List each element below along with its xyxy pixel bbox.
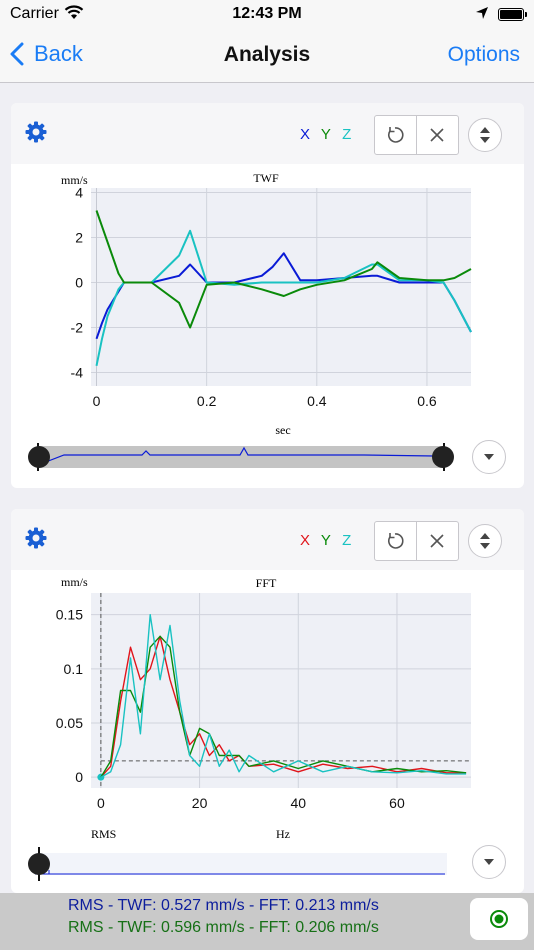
close-button[interactable] — [417, 522, 459, 560]
series-line-0 — [100, 635, 467, 778]
rms-summary-bar: RMS - TWF: 0.527 mm/s - FFT: 0.213 mm/s … — [0, 893, 534, 950]
chart-title: FFT — [256, 576, 277, 590]
range-start-handle[interactable] — [28, 446, 50, 468]
y-tick-label: 0 — [75, 769, 83, 785]
x-axis-label: sec — [275, 423, 290, 434]
twf-range-slider[interactable] — [28, 443, 454, 471]
wifi-icon — [64, 4, 84, 25]
x-axis-label: Hz — [276, 827, 290, 841]
record-button[interactable] — [470, 898, 528, 940]
back-label: Back — [34, 41, 83, 66]
axis-y-toggle[interactable]: Y — [320, 126, 331, 143]
fft-panel: X Y Z 0 20 40 60 0.15 0.1 0.05 0 FFT mm/s Hz RMS — [11, 509, 524, 893]
y-tick-label: 0.15 — [56, 607, 83, 623]
series-line-2 — [95, 210, 472, 329]
chart-title: TWF — [253, 171, 279, 185]
twf-panel-header: X Y Z — [11, 103, 524, 164]
x-tick-label: 0.2 — [197, 393, 217, 409]
carrier-label: Carrier — [10, 5, 59, 22]
fft-range-slider[interactable] — [25, 847, 451, 881]
reset-button[interactable] — [375, 522, 417, 560]
y-tick-label: 4 — [75, 185, 83, 201]
twf-chart[interactable]: 0 0.2 0.4 0.6 4 2 0 -2 -4 TWF mm/s sec — [11, 164, 524, 434]
series-line-1 — [95, 229, 472, 366]
close-icon — [430, 534, 444, 548]
y-axis-label: mm/s — [61, 575, 88, 589]
range-end-handle[interactable] — [432, 446, 454, 468]
axis-y-toggle[interactable]: Y — [320, 532, 331, 549]
plot-area — [91, 593, 471, 788]
x-tick-label: 40 — [290, 795, 306, 811]
back-button[interactable]: Back — [10, 41, 83, 67]
refresh-icon — [388, 533, 404, 549]
navigation-bar: Back Analysis Options — [0, 30, 534, 83]
axis-z-toggle[interactable]: Z — [342, 532, 352, 549]
axis-toggle-group: X Y Z — [300, 126, 358, 143]
range-start-handle[interactable] — [28, 853, 50, 875]
rms-line-1: RMS - TWF: 0.527 mm/s - FFT: 0.213 mm/s — [68, 897, 379, 914]
x-tick-label: 0 — [97, 795, 105, 811]
chevron-down-icon — [484, 859, 494, 865]
gear-icon[interactable] — [25, 121, 47, 148]
gear-icon[interactable] — [25, 527, 47, 554]
y-tick-label: 0.05 — [56, 715, 83, 731]
axis-toggle-group: X Y Z — [300, 532, 358, 549]
axis-x-toggle[interactable]: X — [300, 532, 311, 549]
y-tick-label: -4 — [71, 365, 84, 381]
y-tick-label: 2 — [75, 230, 83, 246]
fft-overview — [35, 847, 447, 881]
fft-chart[interactable]: 0 20 40 60 0.15 0.1 0.05 0 FFT mm/s Hz RMS — [11, 570, 524, 850]
y-axis-label: mm/s — [61, 173, 88, 187]
x-tick-label: 20 — [192, 795, 208, 811]
plot-area — [91, 188, 471, 386]
x-tick-label: 60 — [389, 795, 405, 811]
fft-panel-header: X Y Z — [11, 509, 524, 570]
twf-overview — [37, 443, 445, 471]
series-line-2 — [100, 614, 467, 778]
y-tick-label: 0.1 — [64, 661, 84, 677]
chevron-down-icon — [484, 454, 494, 460]
location-arrow-icon — [476, 7, 488, 25]
expand-dropdown-button[interactable] — [472, 845, 506, 879]
chart-action-group — [374, 115, 459, 155]
chevron-left-icon — [10, 42, 24, 66]
close-icon — [430, 128, 444, 142]
options-button[interactable]: Options — [447, 43, 520, 66]
close-button[interactable] — [417, 116, 459, 154]
rms-label: RMS — [91, 827, 116, 841]
expand-dropdown-button[interactable] — [472, 440, 506, 474]
twf-panel: X Y Z 0 0.2 0.4 0.6 4 2 0 -2 -4 TWF mm/s sec — [11, 103, 524, 488]
y-tick-label: 0 — [75, 275, 83, 291]
sort-arrows-icon — [480, 533, 490, 549]
sort-arrows-icon — [480, 127, 490, 143]
reorder-button[interactable] — [468, 524, 502, 558]
battery-icon — [498, 8, 527, 21]
axis-z-toggle[interactable]: Z — [342, 126, 352, 143]
reset-button[interactable] — [375, 116, 417, 154]
reorder-button[interactable] — [468, 118, 502, 152]
status-bar: Carrier 12:43 PM — [0, 0, 534, 30]
rms-line-2: RMS - TWF: 0.596 mm/s - FFT: 0.206 mm/s — [68, 919, 379, 936]
refresh-icon — [388, 127, 404, 143]
axis-x-toggle[interactable]: X — [300, 126, 311, 143]
x-tick-label: 0.6 — [417, 393, 437, 409]
chart-action-group — [374, 521, 459, 561]
y-tick-label: -2 — [71, 320, 84, 336]
clock: 12:43 PM — [232, 5, 302, 22]
record-icon — [490, 910, 508, 928]
x-tick-label: 0.4 — [307, 393, 327, 409]
x-tick-label: 0 — [93, 393, 101, 409]
